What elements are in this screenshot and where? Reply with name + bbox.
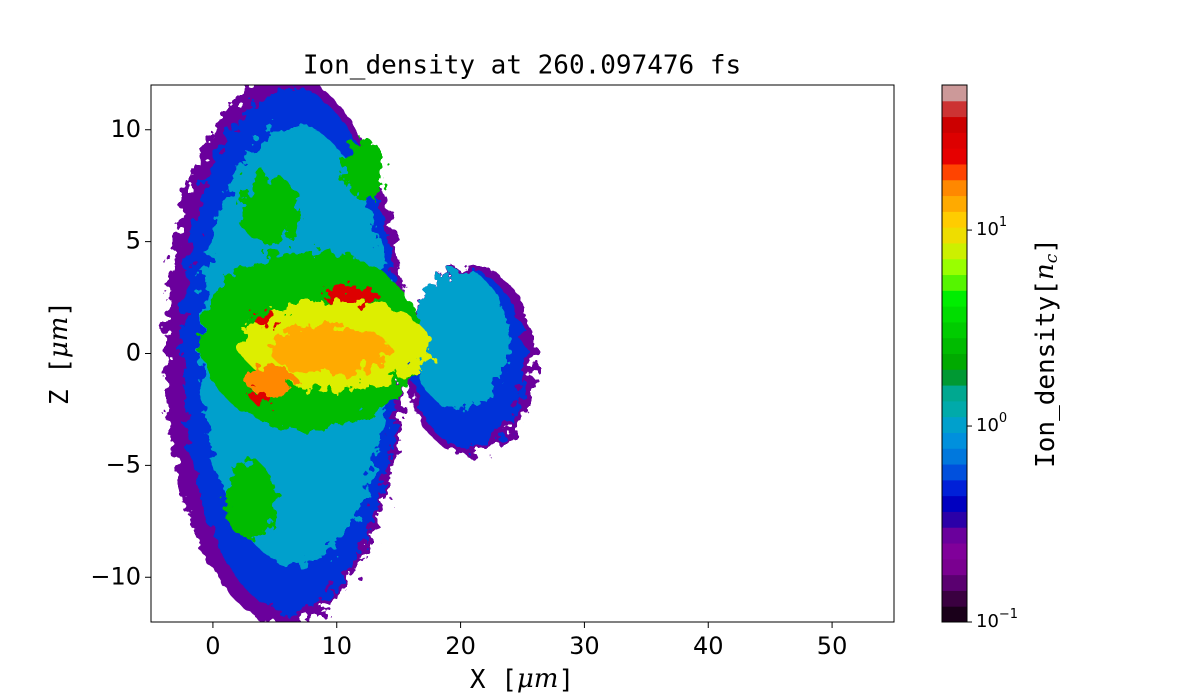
- colorbar-tick-base: 10: [976, 219, 999, 240]
- density-field: [165, 85, 535, 622]
- colorbar-tick-label: 100: [976, 411, 1007, 437]
- y-tick-label: −10: [90, 562, 141, 590]
- colorbar-level: [942, 242, 967, 260]
- colorbar-level: [942, 132, 967, 149]
- colorbar-frame: [941, 84, 968, 623]
- colorbar-level: [942, 337, 967, 354]
- colorbar-level: [942, 385, 967, 402]
- colorbar-tick-exponent: 1: [999, 215, 1007, 230]
- colorbar-level: [942, 495, 967, 512]
- colorbar-label: Ion_density[nc]: [1030, 238, 1062, 468]
- colorbar-level: [942, 432, 967, 449]
- colorbar-level: [942, 321, 967, 339]
- x-tick-label: 0: [205, 632, 220, 660]
- x-tick-label: 40: [693, 632, 724, 660]
- y-tick-label: 5: [126, 227, 141, 255]
- colorbar-level: [942, 369, 967, 386]
- colorbar-level: [942, 227, 967, 244]
- y-axis-label: Z [μm]: [44, 301, 75, 405]
- colorbar-level: [942, 527, 967, 544]
- colorbar-level: [942, 290, 967, 307]
- colorbar-level: [942, 148, 967, 165]
- colorbar-level: [942, 116, 967, 133]
- colorbar-tick-label: 10−1: [976, 607, 1018, 633]
- x-tick-label: 20: [445, 632, 476, 660]
- colorbar-tick-exponent: −1: [999, 607, 1018, 622]
- colorbar-level: [942, 511, 967, 528]
- colorbar-level: [942, 606, 967, 623]
- colorbar-level: [942, 353, 967, 370]
- y-tick-label: −5: [106, 450, 141, 478]
- colorbar-level: [942, 306, 967, 323]
- colorbar-level: [942, 163, 967, 181]
- colorbar-level: [942, 543, 967, 560]
- colorbar-tick-label: 101: [976, 215, 1007, 241]
- colorbar-level: [942, 274, 967, 291]
- colorbar-level: [942, 195, 967, 212]
- x-tick-label: 10: [321, 632, 352, 660]
- chart-title: Ion_density at 260.097476 fs: [303, 51, 741, 81]
- y-tick-label: 0: [126, 339, 141, 367]
- y-tick-label: 10: [110, 115, 141, 143]
- colorbar-level: [942, 85, 967, 102]
- x-tick-label: 30: [569, 632, 600, 660]
- colorbar-level: [942, 590, 967, 607]
- colorbar-level: [942, 258, 967, 276]
- colorbar-level: [942, 100, 967, 118]
- colorbar-level: [942, 558, 967, 576]
- colorbar-tick-exponent: 0: [999, 411, 1007, 426]
- colorbar-level: [942, 448, 967, 465]
- x-axis-label: X [μm]: [470, 664, 574, 695]
- colorbar-level: [942, 211, 967, 228]
- colorbar-level: [942, 400, 967, 418]
- colorbar-tick-base: 10: [976, 415, 999, 436]
- colorbar-tick-base: 10: [976, 611, 999, 632]
- colorbar-level: [942, 574, 967, 591]
- colorbar-level: [942, 464, 967, 481]
- colorbar-level: [942, 479, 967, 497]
- colorbar-level: [942, 179, 967, 197]
- colorbar-level: [942, 416, 967, 433]
- x-tick-label: 50: [817, 632, 848, 660]
